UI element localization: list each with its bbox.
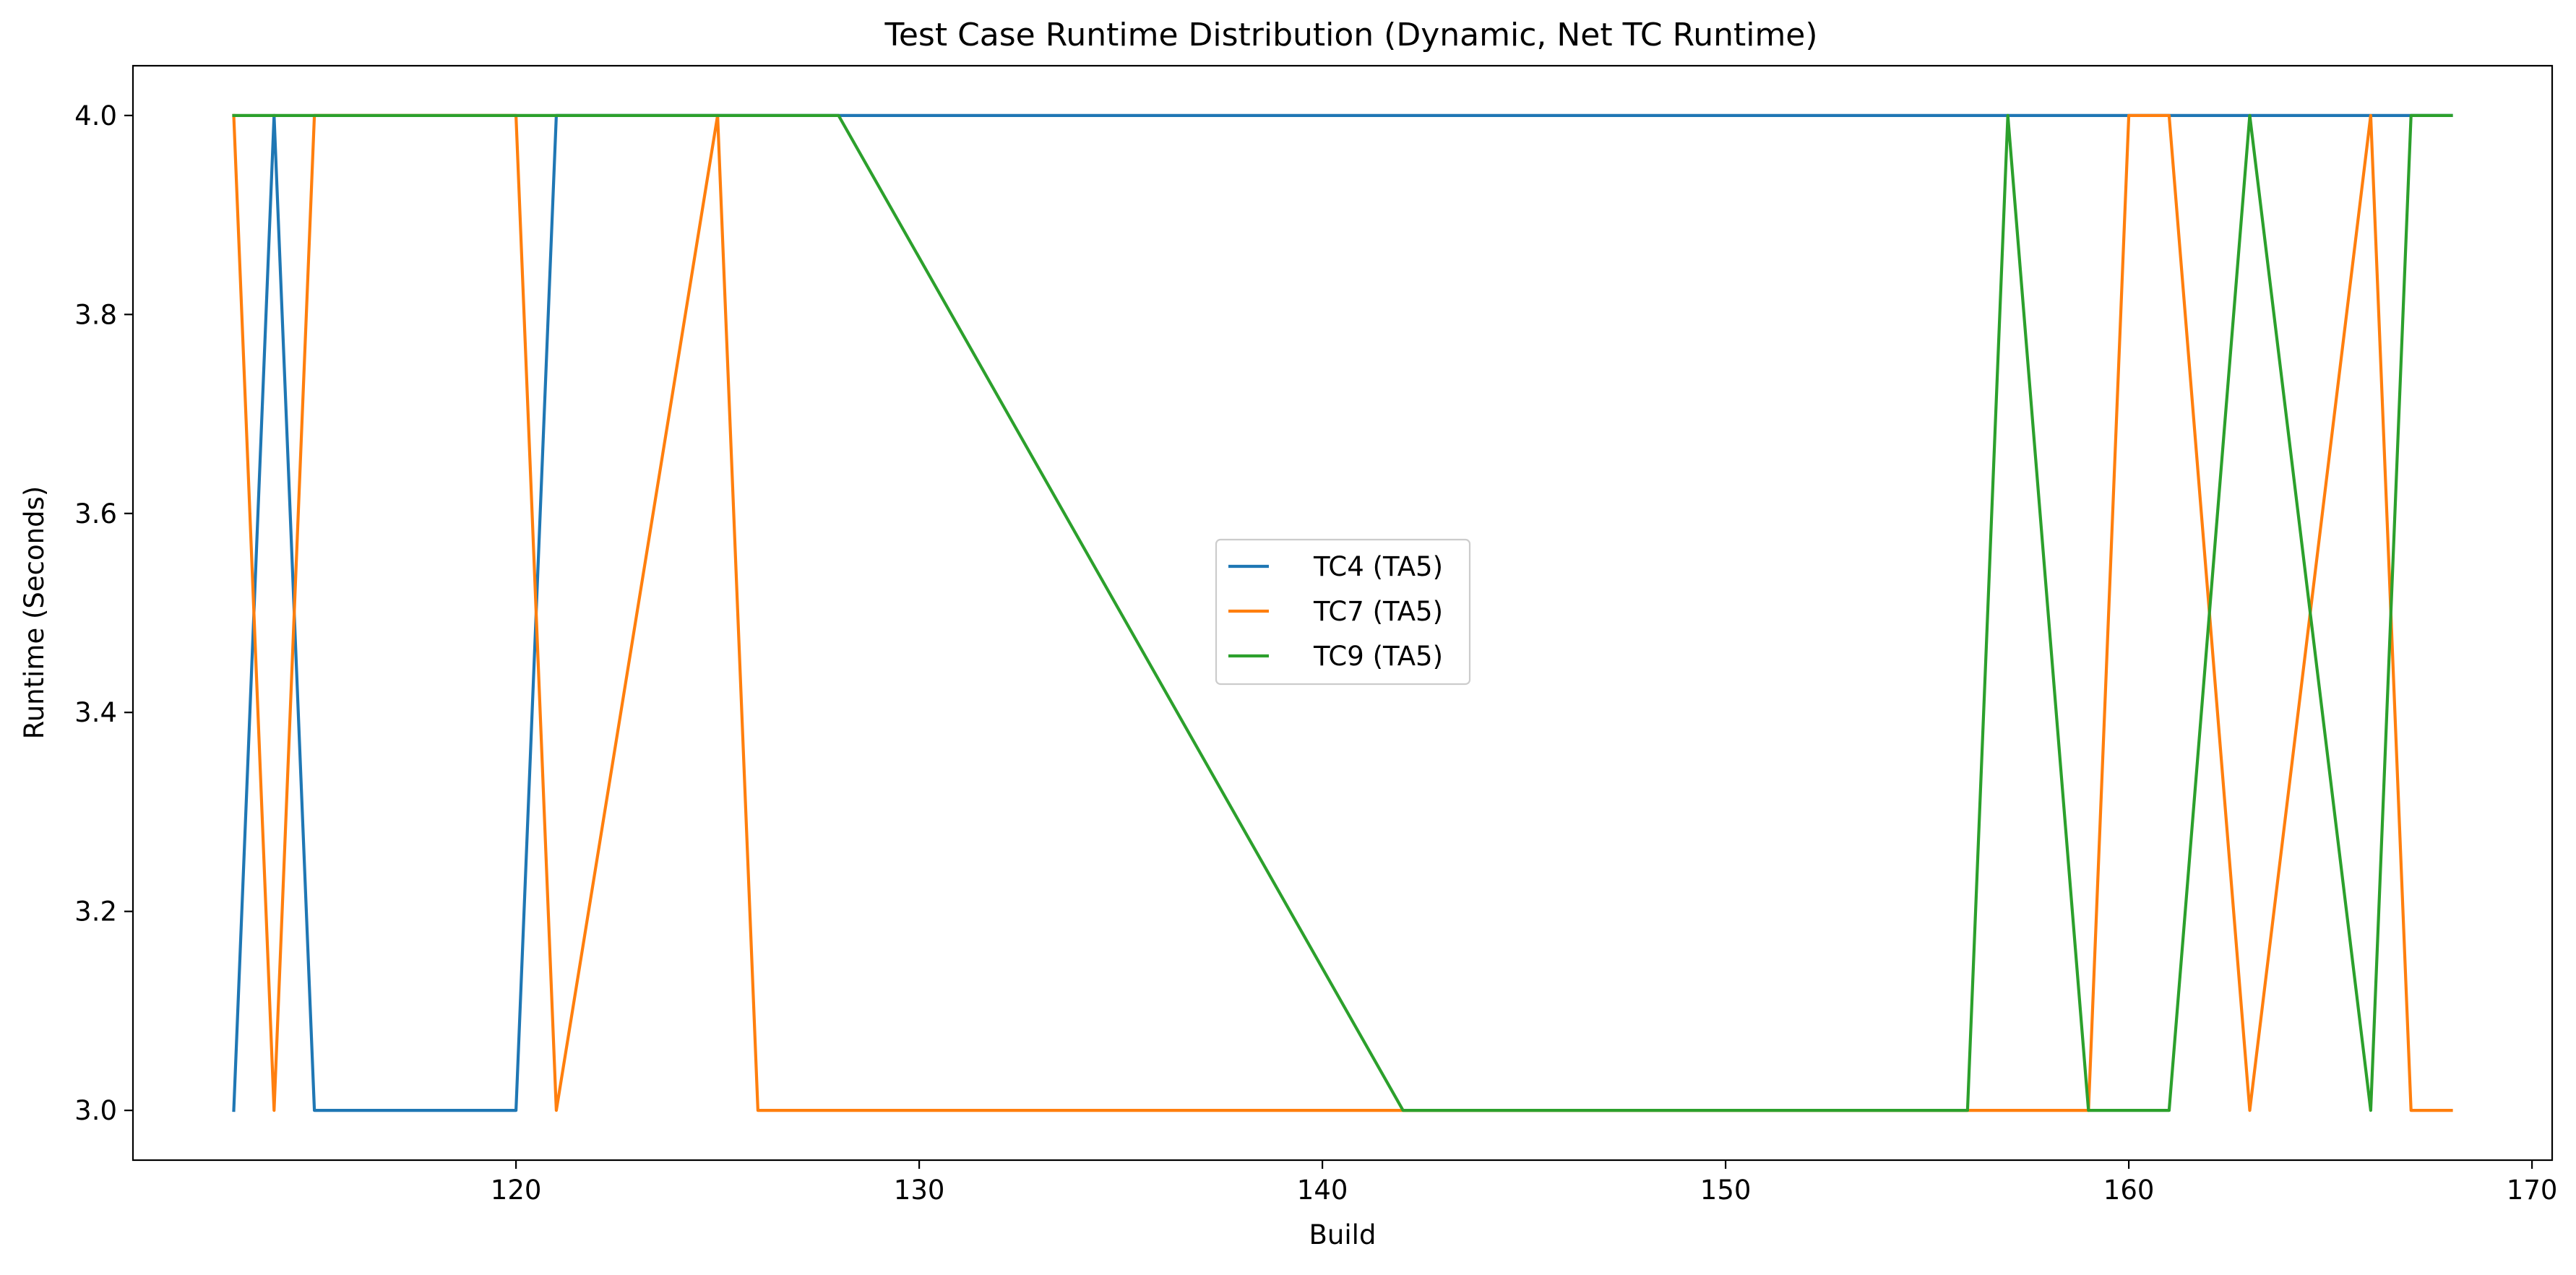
y-tick-label: 3.0	[74, 1095, 117, 1126]
y-tick-label: 3.6	[74, 498, 117, 530]
chart-title: Test Case Runtime Distribution (Dynamic,…	[884, 17, 1817, 53]
y-tick-label: 3.8	[74, 299, 117, 330]
y-axis-label: Runtime (Seconds)	[19, 486, 50, 740]
x-tick-label: 140	[1297, 1175, 1348, 1206]
x-axis-label: Build	[1309, 1219, 1377, 1250]
x-tick-label: 170	[2507, 1175, 2558, 1206]
legend-label: TC7 (TA5)	[1313, 596, 1443, 627]
series-lines	[232, 113, 2453, 1112]
series-line-3	[232, 113, 2453, 1112]
legend-frame	[1215, 538, 1471, 686]
plot-frame	[132, 64, 2554, 1162]
x-tick-label: 150	[1700, 1175, 1752, 1206]
y-tick-label: 3.2	[74, 896, 117, 928]
series-line-1	[232, 113, 2453, 1112]
y-axis-ticks: 3.0 3.2 3.4 3.6 3.8 4.0	[74, 100, 133, 1126]
legend-label: TC4 (TA5)	[1313, 551, 1443, 582]
x-axis-ticks: 120 130 140 150 160 170	[491, 1160, 2558, 1206]
x-tick-label: 120	[491, 1175, 542, 1206]
y-tick-label: 3.4	[74, 697, 117, 728]
y-tick-label: 4.0	[74, 100, 117, 131]
legend: TC4 (TA5) TC7 (TA5) TC9 (TA5)	[1215, 538, 1471, 686]
x-tick-label: 160	[2103, 1175, 2155, 1206]
x-tick-label: 130	[894, 1175, 945, 1206]
legend-label: TC9 (TA5)	[1313, 641, 1443, 672]
plot-area	[132, 64, 2554, 1162]
